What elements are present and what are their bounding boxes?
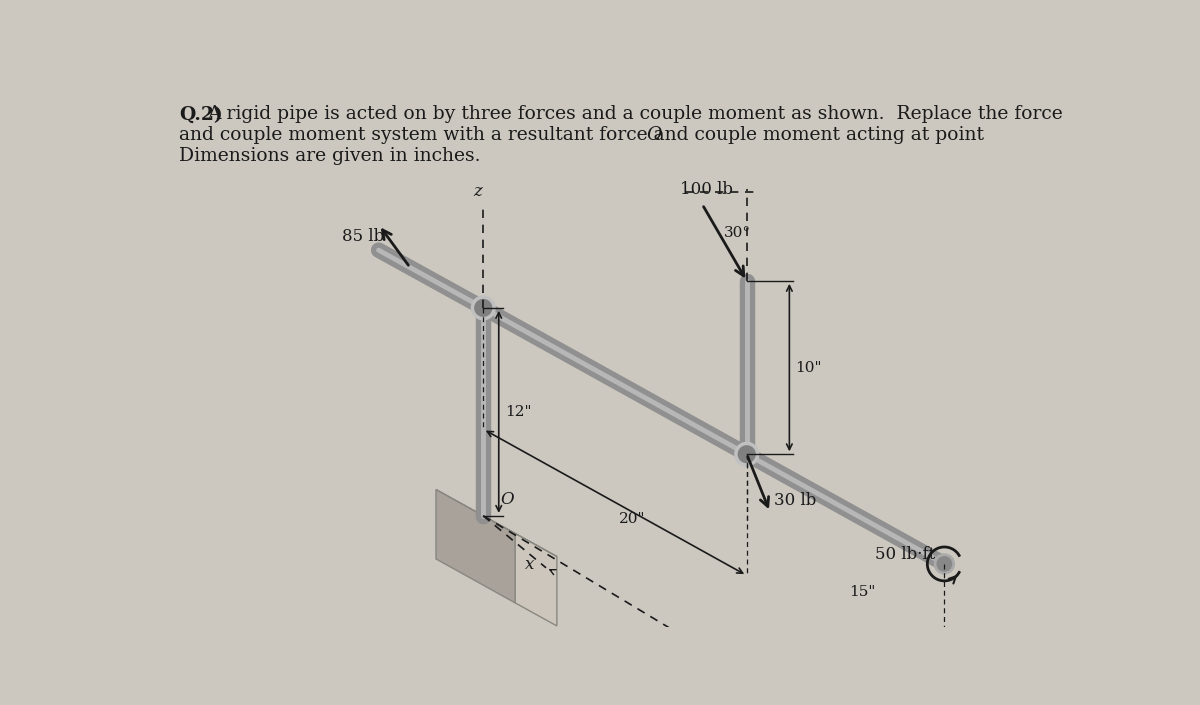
Text: 12": 12" bbox=[505, 405, 532, 419]
Text: 100 lb: 100 lb bbox=[679, 181, 732, 198]
Text: 10": 10" bbox=[796, 360, 822, 374]
Text: 20": 20" bbox=[619, 512, 646, 525]
Text: z: z bbox=[473, 183, 481, 200]
Text: 30 lb: 30 lb bbox=[774, 492, 816, 509]
Circle shape bbox=[935, 555, 954, 573]
Text: 50 lb·ft: 50 lb·ft bbox=[875, 546, 935, 563]
Circle shape bbox=[736, 443, 757, 465]
Polygon shape bbox=[436, 489, 515, 603]
Text: A rigid pipe is acted on by three forces and a couple moment as shown.  Replace : A rigid pipe is acted on by three forces… bbox=[208, 105, 1063, 123]
Circle shape bbox=[473, 297, 494, 319]
Text: 30°: 30° bbox=[724, 226, 751, 240]
Text: x: x bbox=[526, 556, 534, 573]
Text: Q.2): Q.2) bbox=[180, 105, 223, 123]
Text: O: O bbox=[647, 126, 662, 145]
Text: 15": 15" bbox=[850, 584, 876, 599]
Text: .: . bbox=[654, 126, 660, 145]
Polygon shape bbox=[515, 534, 557, 626]
Text: O: O bbox=[500, 491, 514, 508]
Polygon shape bbox=[436, 489, 557, 557]
Text: and couple moment system with a resultant force and couple moment acting at poin: and couple moment system with a resultan… bbox=[180, 126, 990, 145]
Text: Dimensions are given in inches.: Dimensions are given in inches. bbox=[180, 147, 481, 165]
Text: 85 lb: 85 lb bbox=[342, 228, 384, 245]
